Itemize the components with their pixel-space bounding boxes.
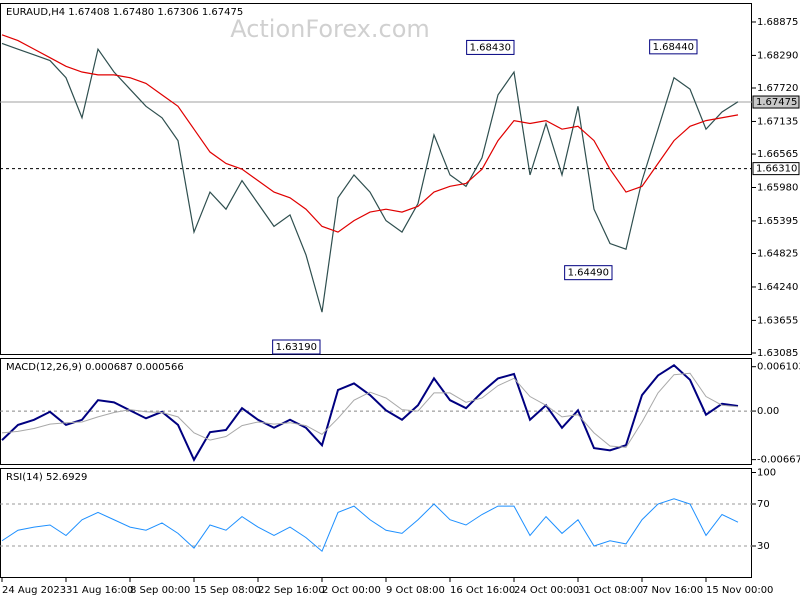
x-tick-label: 2 Oct 00:00 (322, 585, 381, 596)
annotation-label: 1.68430 (470, 42, 511, 53)
panel-title: MACD(12,26,9) 0.000687 0.000566 (6, 362, 184, 373)
annotation-box (649, 39, 698, 55)
y-tick-label: 1.64825 (757, 249, 798, 260)
annotation-box (466, 39, 515, 55)
x-tick-label: 22 Sep 16:00 (258, 585, 325, 596)
price-tag-label: 1.67475 (756, 97, 797, 108)
x-tick-label: 7 Nov 16:00 (642, 585, 703, 596)
series-line (1, 42, 739, 313)
panel-frame (0, 468, 752, 578)
price-tag (752, 95, 800, 109)
series-line (1, 498, 739, 553)
y-tick-label: 1.64240 (757, 282, 798, 293)
price-tag (752, 162, 800, 176)
annotation-label: 1.63190 (276, 342, 317, 353)
y-tick-label: -0.006679 (757, 455, 800, 466)
annotation-box (564, 265, 613, 281)
x-tick-label: 16 Oct 16:00 (450, 585, 515, 596)
y-tick-label: 70 (757, 499, 770, 510)
series-line (1, 372, 739, 448)
series-line (1, 364, 739, 462)
y-tick-label: 1.65395 (757, 216, 798, 227)
x-tick-label: 24 Aug 2023 (2, 585, 66, 596)
y-tick-label: 0.00 (757, 406, 779, 417)
x-tick-label: 31 Oct 08:00 (578, 585, 643, 596)
panel-title: RSI(14) 52.6929 (6, 472, 87, 483)
series-line (1, 34, 739, 233)
y-tick-label: 1.68875 (757, 17, 798, 28)
x-tick-label: 24 Oct 00:00 (514, 585, 579, 596)
y-tick-label: 1.65980 (757, 182, 798, 193)
panel-title: EURAUD,H4 1.67408 1.67480 1.67306 1.6747… (6, 7, 243, 18)
y-tick-label: 1.63655 (757, 315, 798, 326)
y-tick-label: 30 (757, 541, 770, 552)
x-tick-label: 15 Sep 08:00 (194, 585, 261, 596)
panel-frame (0, 3, 752, 355)
y-tick-label: 0.006103 (757, 362, 800, 373)
x-tick-label: 31 Aug 16:00 (66, 585, 133, 596)
y-tick-label: 1.63085 (757, 348, 798, 359)
y-tick-label: 1.67135 (757, 116, 798, 127)
watermark: ActionForex.com (230, 15, 430, 43)
x-tick-label: 9 Oct 08:00 (386, 585, 445, 596)
x-tick-label: 15 Nov 00:00 (706, 585, 773, 596)
annotation-label: 1.64490 (568, 268, 609, 279)
y-tick-label: 1.67720 (757, 83, 798, 94)
annotation-label: 1.68440 (653, 42, 694, 53)
y-tick-label: 1.68290 (757, 50, 798, 61)
annotation-box (272, 339, 321, 355)
x-tick-label: 8 Sep 00:00 (130, 585, 190, 596)
price-tag-label: 1.66310 (756, 164, 797, 175)
y-tick-label: 100 (757, 468, 776, 479)
y-tick-label: 1.66565 (757, 149, 798, 160)
